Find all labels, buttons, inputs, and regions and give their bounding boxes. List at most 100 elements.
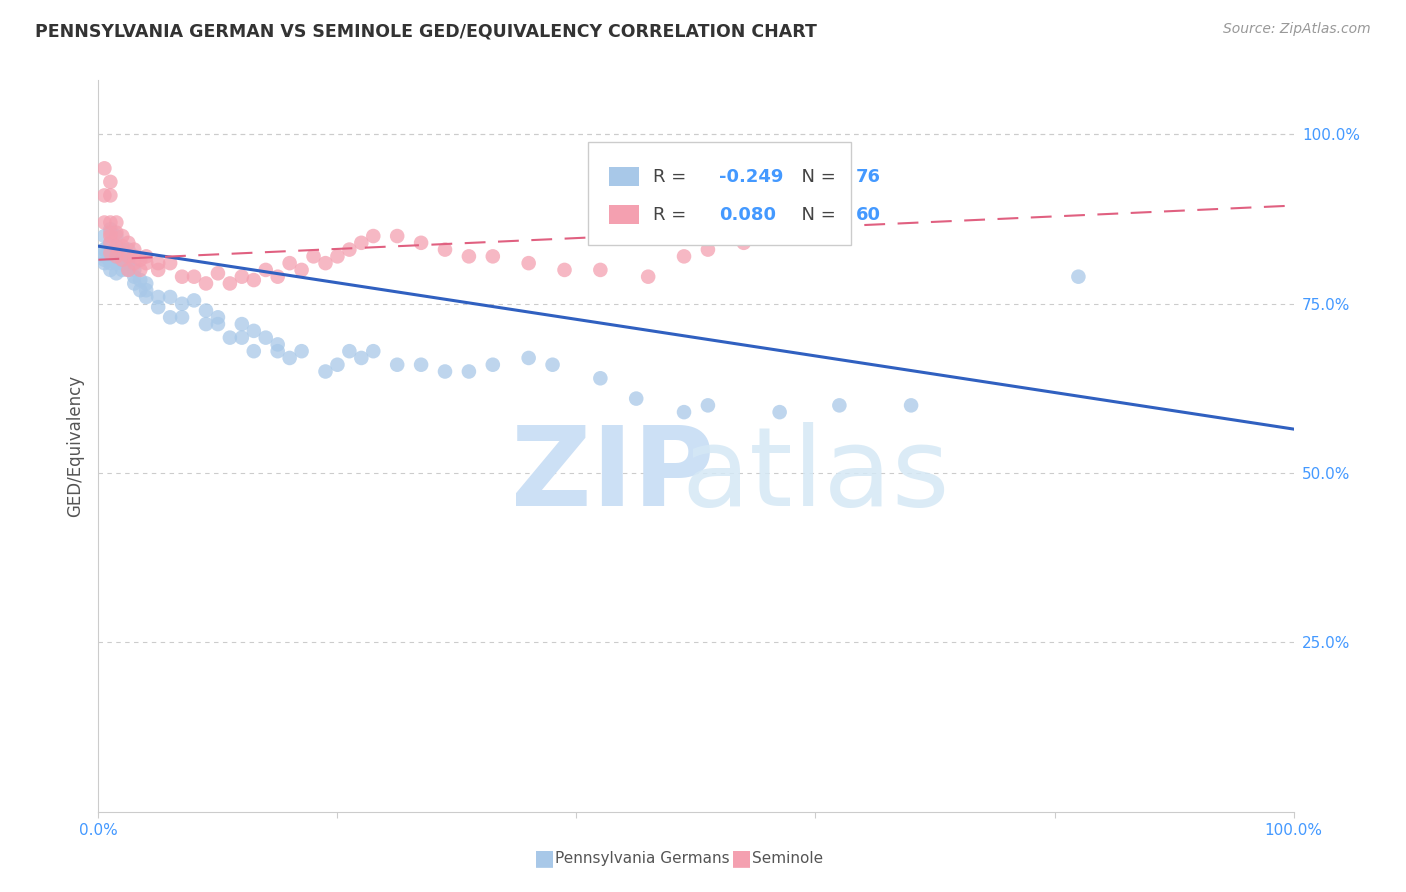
Point — [98, 222, 122, 236]
Point — [124, 277, 146, 291]
Point — [267, 269, 290, 284]
Point — [124, 243, 146, 257]
Point — [117, 249, 139, 263]
Text: PENNSYLVANIA GERMAN VS SEMINOLE GED/EQUIVALENCY CORRELATION CHART: PENNSYLVANIA GERMAN VS SEMINOLE GED/EQUI… — [35, 22, 817, 40]
Point — [517, 351, 540, 365]
Point — [278, 351, 301, 365]
Point — [254, 263, 277, 277]
Text: N =: N = — [790, 168, 842, 186]
Point — [105, 256, 128, 270]
Point — [207, 266, 229, 280]
Point — [315, 364, 337, 378]
Point — [780, 226, 803, 240]
Point — [159, 256, 181, 270]
Point — [98, 188, 122, 202]
Point — [195, 303, 218, 318]
Point — [231, 317, 253, 331]
Point — [458, 364, 481, 378]
Point — [93, 249, 115, 263]
Point — [111, 252, 134, 267]
Point — [105, 249, 128, 263]
Point — [148, 300, 170, 314]
Point — [105, 266, 128, 280]
Point — [219, 277, 242, 291]
Point — [111, 263, 134, 277]
Point — [243, 324, 266, 338]
Point — [93, 161, 115, 176]
Point — [326, 249, 349, 263]
Point — [117, 235, 139, 250]
Point — [768, 405, 790, 419]
Point — [207, 310, 229, 325]
Point — [697, 398, 720, 412]
Point — [385, 358, 409, 372]
Point — [363, 229, 385, 244]
Point — [135, 249, 157, 263]
Point — [98, 235, 122, 250]
Point — [129, 283, 152, 297]
Point — [517, 256, 540, 270]
Text: ZIP: ZIP — [510, 422, 714, 529]
Point — [93, 256, 115, 270]
Point — [434, 364, 457, 378]
Point — [195, 317, 218, 331]
Point — [98, 252, 122, 267]
Point — [183, 269, 205, 284]
Point — [117, 252, 139, 267]
Point — [129, 263, 152, 277]
Point — [458, 249, 481, 263]
Point — [159, 290, 181, 304]
Point — [98, 246, 122, 260]
Point — [183, 293, 205, 308]
Point — [93, 188, 115, 202]
Point — [98, 215, 122, 229]
Text: ■: ■ — [534, 848, 555, 868]
Point — [105, 229, 128, 244]
Point — [124, 249, 146, 263]
Point — [589, 371, 612, 385]
Point — [195, 277, 218, 291]
Point — [111, 256, 134, 270]
Point — [93, 243, 115, 257]
Point — [291, 263, 314, 277]
Point — [117, 263, 139, 277]
Text: atlas: atlas — [682, 422, 949, 529]
Point — [124, 256, 146, 270]
Point — [98, 229, 122, 244]
Point — [98, 263, 122, 277]
FancyBboxPatch shape — [609, 168, 638, 186]
Point — [350, 351, 373, 365]
Point — [148, 263, 170, 277]
Point — [93, 243, 115, 257]
Point — [135, 277, 157, 291]
Point — [411, 358, 433, 372]
Point — [105, 226, 128, 240]
Point — [172, 269, 194, 284]
Point — [105, 239, 128, 253]
Point — [105, 249, 128, 263]
FancyBboxPatch shape — [589, 143, 852, 244]
Point — [98, 175, 122, 189]
Point — [129, 273, 152, 287]
Point — [159, 310, 181, 325]
Point — [124, 263, 146, 277]
Point — [554, 263, 576, 277]
Text: Pennsylvania Germans: Pennsylvania Germans — [555, 851, 730, 865]
Point — [481, 358, 505, 372]
Point — [900, 398, 922, 412]
FancyBboxPatch shape — [609, 205, 638, 224]
Point — [302, 249, 325, 263]
Point — [267, 337, 290, 351]
Point — [105, 215, 128, 229]
Text: ■: ■ — [731, 848, 752, 868]
Point — [93, 252, 115, 267]
Point — [231, 269, 253, 284]
Point — [278, 256, 301, 270]
Point — [219, 331, 242, 345]
Point — [207, 317, 229, 331]
Point — [148, 256, 170, 270]
Point — [243, 344, 266, 359]
Point — [111, 239, 134, 253]
Text: R =: R = — [652, 168, 692, 186]
Point — [172, 310, 194, 325]
